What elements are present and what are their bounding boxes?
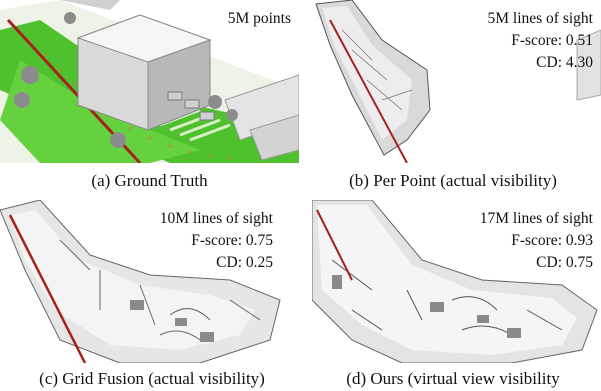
overlay-line: 17M lines of sight xyxy=(479,210,593,227)
overlay-stats-c: 10M lines of sight F-score: 0.75 CD: 0.2… xyxy=(160,208,273,274)
overlay-stats-d: 17M lines of sight F-score: 0.93 CD: 0.7… xyxy=(480,208,593,274)
overlay-line: CD: 0.25 xyxy=(216,254,273,271)
caption-d: (d) Ours (virtual view visibility xyxy=(346,369,560,388)
overlay-line: F-score: 0.93 xyxy=(511,232,593,249)
overlay-line: 5M lines of sight xyxy=(487,10,594,27)
overlay-line: F-score: 0.75 xyxy=(191,232,273,249)
overlay-stats-b: 5M lines of sight F-score: 0.51 CD: 4.30 xyxy=(488,8,594,74)
overlay-line: F-score: 0.51 xyxy=(511,32,593,49)
caption-c: (c) Grid Fusion (actual visibility) xyxy=(39,369,265,388)
caption-a: (a) Ground Truth xyxy=(91,171,208,190)
overlay-line: 5M points xyxy=(227,10,291,27)
ground-truth-render xyxy=(0,0,299,163)
overlay-line: CD: 0.75 xyxy=(536,254,593,271)
overlay-line: 10M lines of sight xyxy=(159,210,273,227)
panel-ground-truth-image: 5M points xyxy=(0,0,299,163)
ours-render xyxy=(312,200,598,363)
caption-b: (b) Per Point (actual visibility) xyxy=(349,171,557,190)
overlay-line: CD: 4.30 xyxy=(536,54,593,71)
panel-per-point-image: 5M lines of sight F-score: 0.51 CD: 4.30 xyxy=(312,0,601,163)
panel-grid-fusion-image: 10M lines of sight F-score: 0.75 CD: 0.2… xyxy=(0,200,299,363)
overlay-stats-a: 5M points xyxy=(228,8,291,30)
panel-ours-image: 17M lines of sight F-score: 0.93 CD: 0.7… xyxy=(312,200,601,363)
per-point-render xyxy=(315,0,601,163)
grid-fusion-render xyxy=(0,200,281,363)
